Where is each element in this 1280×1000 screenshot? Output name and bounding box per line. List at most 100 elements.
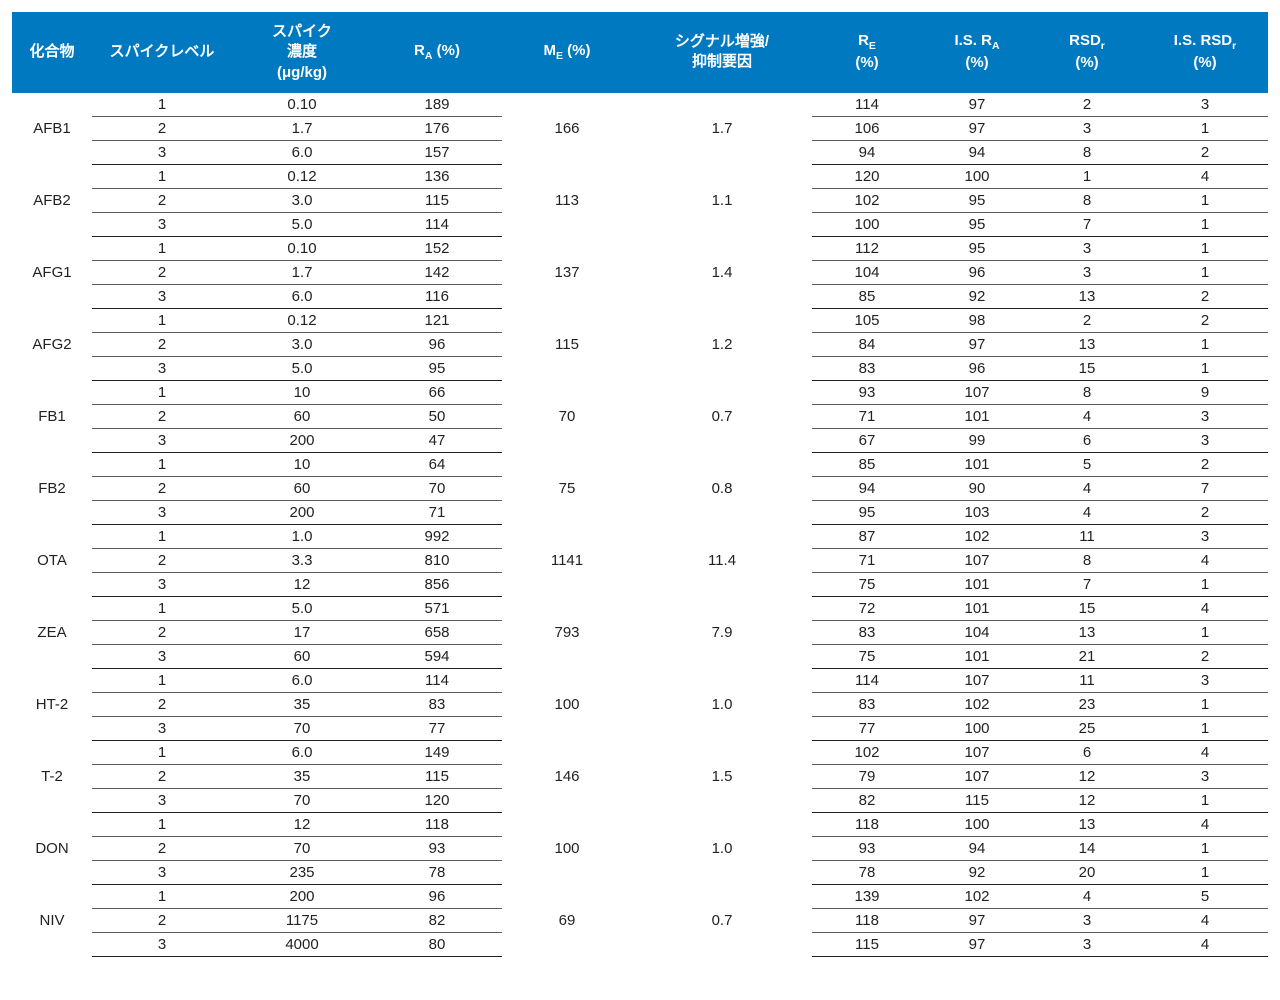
is-rsdr-value: 2	[1142, 284, 1268, 308]
me-value: 1141	[502, 524, 632, 596]
table-row: FB111066700.79310789	[12, 380, 1268, 404]
re-value: 85	[812, 452, 922, 476]
rsdr-value: 7	[1032, 572, 1142, 596]
spike-level: 1	[92, 884, 232, 908]
re-value: 94	[812, 476, 922, 500]
is-ra-value: 90	[922, 476, 1032, 500]
spike-conc: 3.0	[232, 188, 372, 212]
is-ra-value: 101	[922, 452, 1032, 476]
ra-value: 64	[372, 452, 502, 476]
ra-value: 992	[372, 524, 502, 548]
spike-level: 3	[92, 788, 232, 812]
re-value: 75	[812, 572, 922, 596]
rsdr-value: 3	[1032, 260, 1142, 284]
compound-name: AFG2	[12, 308, 92, 380]
spike-conc: 200	[232, 884, 372, 908]
re-value: 118	[812, 908, 922, 932]
me-value: 146	[502, 740, 632, 812]
ra-value: 152	[372, 236, 502, 260]
is-ra-value: 107	[922, 668, 1032, 692]
is-ra-value: 94	[922, 140, 1032, 164]
spike-conc: 235	[232, 860, 372, 884]
table-row: OTA11.0992114111.487102113	[12, 524, 1268, 548]
is-ra-value: 92	[922, 284, 1032, 308]
compound-name: FB1	[12, 380, 92, 452]
is-ra-value: 102	[922, 524, 1032, 548]
re-value: 114	[812, 93, 922, 117]
is-rsdr-value: 3	[1142, 404, 1268, 428]
rsdr-value: 8	[1032, 380, 1142, 404]
re-value: 104	[812, 260, 922, 284]
table-row: ZEA15.05717937.972101154	[12, 596, 1268, 620]
col-is-rsdr: I.S. RSDr(%)	[1142, 12, 1268, 93]
rsdr-value: 11	[1032, 668, 1142, 692]
ra-value: 95	[372, 356, 502, 380]
is-rsdr-value: 3	[1142, 428, 1268, 452]
spike-conc: 0.12	[232, 308, 372, 332]
ra-value: 189	[372, 93, 502, 117]
is-rsdr-value: 1	[1142, 620, 1268, 644]
is-rsdr-value: 1	[1142, 356, 1268, 380]
re-value: 75	[812, 644, 922, 668]
table-row: AFB110.101891661.71149723	[12, 93, 1268, 117]
is-rsdr-value: 3	[1142, 668, 1268, 692]
table-row: T-216.01491461.510210764	[12, 740, 1268, 764]
is-ra-value: 103	[922, 500, 1032, 524]
spike-level: 2	[92, 620, 232, 644]
table-row: NIV120096690.713910245	[12, 884, 1268, 908]
spike-level: 2	[92, 332, 232, 356]
is-rsdr-value: 1	[1142, 788, 1268, 812]
compound-name: AFG1	[12, 236, 92, 308]
is-ra-value: 97	[922, 116, 1032, 140]
spike-level: 2	[92, 908, 232, 932]
re-value: 82	[812, 788, 922, 812]
is-ra-value: 97	[922, 908, 1032, 932]
spike-conc: 1.7	[232, 116, 372, 140]
table-body: AFB110.101891661.7114972321.717610697313…	[12, 93, 1268, 957]
is-rsdr-value: 1	[1142, 860, 1268, 884]
is-ra-value: 97	[922, 932, 1032, 956]
col-compound: 化合物	[12, 12, 92, 93]
spike-level: 2	[92, 404, 232, 428]
spike-level: 3	[92, 932, 232, 956]
compound-name: DON	[12, 812, 92, 884]
rsdr-value: 4	[1032, 884, 1142, 908]
spike-level: 3	[92, 716, 232, 740]
spike-conc: 6.0	[232, 284, 372, 308]
is-ra-value: 96	[922, 260, 1032, 284]
signal-factor: 1.1	[632, 164, 812, 236]
rsdr-value: 3	[1032, 236, 1142, 260]
ra-value: 115	[372, 764, 502, 788]
is-rsdr-value: 3	[1142, 524, 1268, 548]
is-rsdr-value: 1	[1142, 212, 1268, 236]
ra-value: 121	[372, 308, 502, 332]
spike-level: 1	[92, 308, 232, 332]
spike-level: 2	[92, 188, 232, 212]
spike-level: 2	[92, 692, 232, 716]
rsdr-value: 2	[1032, 308, 1142, 332]
rsdr-value: 13	[1032, 284, 1142, 308]
ra-value: 96	[372, 884, 502, 908]
is-ra-value: 107	[922, 740, 1032, 764]
re-value: 85	[812, 284, 922, 308]
is-ra-value: 107	[922, 380, 1032, 404]
spike-conc: 0.12	[232, 164, 372, 188]
is-rsdr-value: 1	[1142, 692, 1268, 716]
ra-value: 176	[372, 116, 502, 140]
is-ra-value: 95	[922, 236, 1032, 260]
re-value: 95	[812, 500, 922, 524]
is-rsdr-value: 5	[1142, 884, 1268, 908]
re-value: 67	[812, 428, 922, 452]
ra-value: 80	[372, 932, 502, 956]
rsdr-value: 8	[1032, 188, 1142, 212]
spike-conc: 17	[232, 620, 372, 644]
is-ra-value: 102	[922, 884, 1032, 908]
signal-factor: 1.7	[632, 93, 812, 165]
me-value: 69	[502, 884, 632, 956]
is-ra-value: 101	[922, 404, 1032, 428]
spike-conc: 35	[232, 692, 372, 716]
spike-level: 3	[92, 428, 232, 452]
ra-value: 120	[372, 788, 502, 812]
mycotoxin-validation-table: 化合物 スパイクレベル スパイク 濃度 (μg/kg) RA (%) ME (%…	[12, 12, 1268, 957]
re-value: 106	[812, 116, 922, 140]
